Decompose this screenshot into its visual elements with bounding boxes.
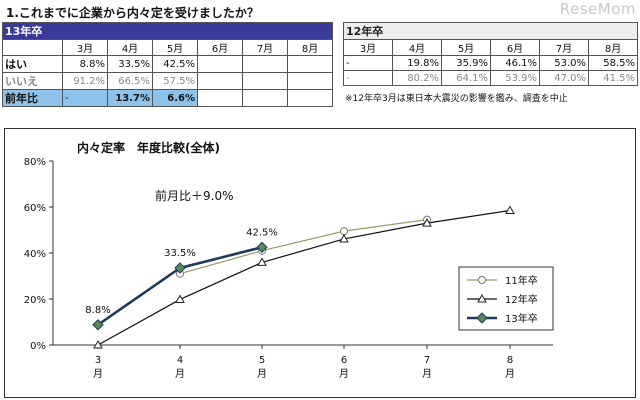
table-cell: 80.2% (392, 70, 442, 86)
line-chart: 内々定率 年度比較(全体) 0% 20% 40% 60% 80% 3 月 4 月 5 月 6 月 7 月 8 月 8… (24, 140, 554, 380)
table-cell (286, 55, 334, 73)
data-label: 8.8% (85, 305, 110, 316)
table-cell: - (343, 55, 393, 71)
table-13-month: 3月 (62, 39, 108, 56)
table-cell: 58.5% (587, 55, 639, 71)
table-cell: 6.6% (152, 89, 198, 107)
data-point (256, 241, 268, 253)
data-point (174, 262, 186, 274)
data-label: 42.5% (246, 227, 278, 238)
table-13: 13年卒 3月 4月 5月 6月 7月 8月 はい 8.8% 33.5% 42.… (1, 22, 334, 107)
table-13-month: 7月 (242, 39, 288, 56)
table-cell: 53.9% (490, 70, 540, 86)
watermark-logo: ReseMom (559, 0, 636, 18)
table-cell (197, 72, 243, 90)
table-cell: 91.2% (62, 72, 108, 90)
y-tick-label: 40% (24, 249, 46, 260)
table-13-month: 6月 (197, 39, 243, 56)
chart-frame: 内々定率 年度比較(全体) 0% 20% 40% 60% 80% 3 月 4 月 5 月 6 月 7 月 8 月 8… (4, 128, 636, 398)
table-row: 前年比 - 13.7% 6.6% (2, 89, 334, 107)
table-12-month: 4月 (392, 39, 442, 56)
table-cell: 41.5% (587, 70, 639, 86)
table-cell: 53.0% (539, 55, 589, 71)
table-cell (286, 89, 334, 107)
table-cell: 47.0% (539, 70, 589, 86)
table-12-month: 3月 (343, 39, 393, 56)
data-point (257, 257, 267, 266)
table-cell (242, 72, 288, 90)
table-cell (286, 72, 334, 90)
row-label: いいえ (2, 72, 63, 90)
y-tick-label: 0% (30, 341, 46, 352)
table-cell: 66.5% (107, 72, 153, 90)
y-tick-label: 60% (24, 203, 46, 214)
table-cell: 35.9% (441, 55, 491, 71)
data-point (175, 294, 185, 303)
legend-label: 12年卒 (505, 293, 538, 306)
page-title: 1.これまでに企業から内々定を受けましたか？ (6, 6, 259, 20)
table-cell (197, 55, 243, 73)
table-12: 12年卒 3月 4月 5月 6月 7月 8月 - 19.8% 35.9% 46.… (342, 22, 639, 86)
table-cell: 19.8% (392, 55, 442, 71)
table-cell: 46.1% (490, 55, 540, 71)
data-point (476, 312, 488, 324)
table-12-label: 12年卒 (342, 22, 639, 40)
legend-label: 11年卒 (505, 274, 538, 287)
data-point (505, 205, 515, 214)
y-tick-label: 20% (24, 295, 46, 306)
table-13-corner (2, 39, 63, 56)
table-cell: 8.8% (62, 55, 108, 73)
table-13-month: 8月 (286, 39, 334, 56)
table-cell: - (343, 70, 393, 86)
series-line (97, 209, 511, 346)
table-13-month: 5月 (152, 39, 198, 56)
table-row: - 80.2% 64.1% 53.9% 47.0% 41.5% (343, 70, 639, 86)
data-point (340, 227, 348, 236)
table-13-label: 13年卒 (1, 22, 334, 40)
data-point (339, 233, 349, 243)
table-cell: 64.1% (441, 70, 491, 86)
data-point (478, 276, 486, 284)
data-point (92, 319, 104, 331)
table-12-note: ※12年卒3月は東日本大震災の影響を鑑み、調査を中止 (345, 94, 568, 104)
data-label: 33.5% (164, 248, 196, 259)
chart-annotation: 前月比＋9.0% (155, 188, 234, 203)
table-row: いいえ 91.2% 66.5% 57.5% (2, 72, 334, 90)
table-cell: 42.5% (152, 55, 198, 73)
table-12-month: 6月 (490, 39, 540, 56)
series-line (179, 219, 428, 275)
data-point (477, 293, 487, 303)
row-label: はい (2, 55, 63, 73)
data-point (422, 218, 432, 227)
table-cell: - (62, 89, 108, 107)
table-row: - 19.8% 35.9% 46.1% 53.0% 58.5% (343, 55, 639, 71)
table-12-month: 8月 (587, 39, 639, 56)
chart-title: 内々定率 年度比較(全体) (77, 140, 220, 155)
table-cell (242, 55, 288, 73)
table-cell: 13.7% (107, 89, 153, 107)
table-12-month: 7月 (539, 39, 589, 56)
table-row: はい 8.8% 33.5% 42.5% (2, 55, 334, 73)
table-cell (242, 89, 288, 107)
legend-label: 13年卒 (505, 312, 538, 325)
table-13-month: 4月 (107, 39, 153, 56)
table-cell: 57.5% (152, 72, 198, 90)
table-12-month: 5月 (441, 39, 491, 56)
table-cell: 33.5% (107, 55, 153, 73)
table-cell (197, 89, 243, 107)
row-label: 前年比 (2, 89, 63, 107)
data-point (93, 339, 103, 349)
y-tick-label: 80% (24, 157, 46, 168)
